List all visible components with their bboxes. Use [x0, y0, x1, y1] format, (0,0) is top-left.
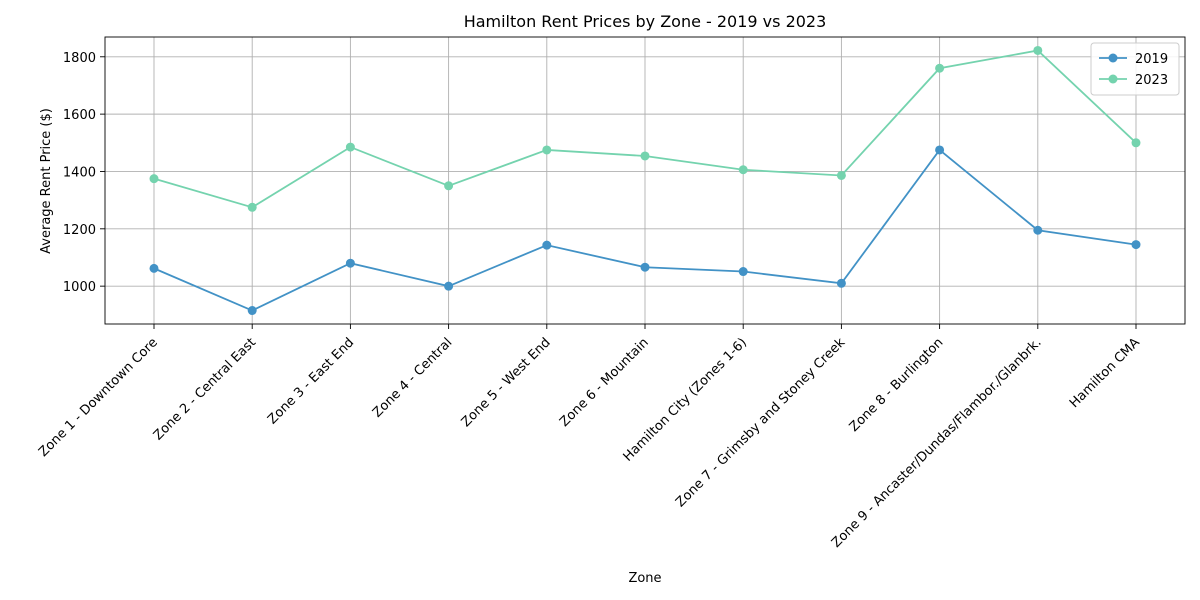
data-point: [1033, 225, 1043, 235]
data-point: [444, 181, 454, 191]
x-tick-label: Zone 2 - Central East: [151, 335, 259, 443]
data-point: [640, 151, 650, 161]
x-tick-label: Zone 5 - West End: [459, 335, 554, 430]
y-tick-label: 1600: [63, 108, 96, 123]
data-point: [738, 267, 748, 277]
series-2019: [149, 145, 1141, 316]
data-point: [247, 306, 257, 316]
x-axis-label: Zone: [628, 571, 661, 586]
data-point: [836, 278, 846, 288]
data-point: [542, 145, 552, 155]
y-tick-label: 1400: [63, 165, 96, 180]
data-point: [247, 202, 257, 212]
x-tick-label: Zone 1 - Downtown Core: [36, 335, 161, 460]
legend-label: 2019: [1135, 52, 1168, 67]
x-tick-label: Zone 9 - Ancaster/Dundas/Flambor./Glanbr…: [829, 335, 1045, 551]
data-point: [444, 281, 454, 291]
grid-layer: [105, 37, 1185, 324]
data-point: [542, 240, 552, 250]
legend-entry: 2019: [1099, 52, 1168, 67]
data-point: [1033, 45, 1043, 55]
x-tick-label: Zone 3 - East End: [265, 335, 357, 427]
data-point: [149, 174, 159, 184]
data-point: [345, 142, 355, 152]
y-axis-label: Average Rent Price ($): [39, 108, 54, 254]
data-point: [345, 258, 355, 268]
legend-entry: 2023: [1099, 73, 1168, 88]
data-point: [149, 263, 159, 273]
legend-swatch-marker: [1108, 53, 1118, 63]
x-tick-label: Zone 4 - Central: [370, 335, 455, 420]
x-tick-label: Zone 6 - Mountain: [557, 335, 652, 430]
data-point: [935, 63, 945, 73]
y-ticks: 1000 1200 1400 1600 1800: [63, 51, 105, 295]
data-point: [640, 262, 650, 272]
y-tick-label: 1000: [63, 280, 96, 295]
x-tick-label: Zone 7 - Grimsby and Stoney Creek: [673, 335, 848, 510]
y-tick-label: 1200: [63, 223, 96, 238]
series-2023: [149, 45, 1141, 212]
x-tick-label: Hamilton CMA: [1067, 335, 1143, 411]
data-point: [836, 170, 846, 180]
y-tick-label: 1800: [63, 51, 96, 66]
data-point: [1131, 240, 1141, 250]
data-point: [935, 145, 945, 155]
legend-swatch-marker: [1108, 74, 1118, 84]
data-point: [738, 165, 748, 175]
chart-title: Hamilton Rent Prices by Zone - 2019 vs 2…: [464, 12, 827, 31]
legend-label: 2023: [1135, 73, 1168, 88]
legend: 2019 2023: [1090, 42, 1180, 96]
series-layer: [149, 45, 1141, 316]
data-point: [1131, 138, 1141, 148]
x-tick-label: Zone 8 - Burlington: [847, 335, 947, 435]
